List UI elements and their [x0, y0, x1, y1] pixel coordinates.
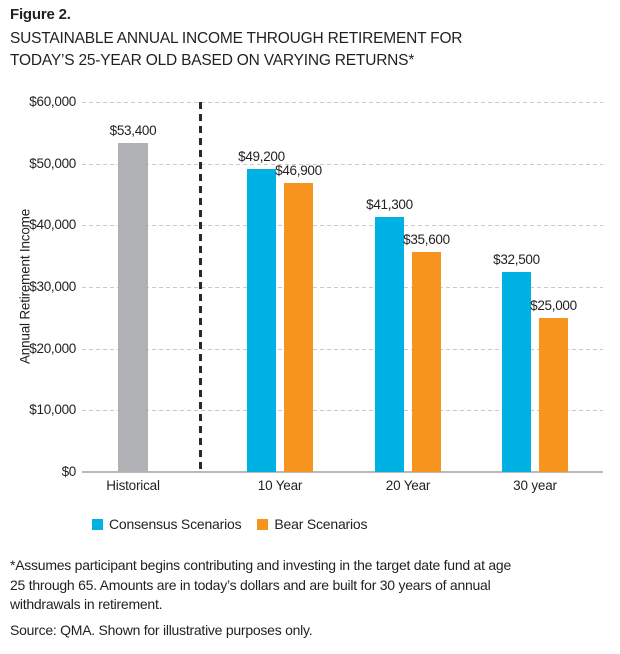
chart-title: SUSTAINABLE ANNUAL INCOME THROUGH RETIRE…	[10, 28, 463, 72]
y-tick-label-0: $0	[61, 464, 77, 479]
plot-area: $0 $10,000 $20,000 $30,000 $40,000 $50,000 $60…	[0, 94, 620, 515]
gridline-60000	[82, 102, 603, 103]
bar-bear-scenarios-30-year	[539, 317, 568, 472]
bar-value-label-bear-scenarios-20-year: $35,600	[403, 232, 450, 248]
x-category-label-30-year: 30 year	[513, 478, 557, 493]
legend-label-consensus-scenarios: Consensus Scenarios	[109, 516, 242, 532]
x-axis-line	[82, 471, 603, 473]
bar-consensus-scenarios-30-year	[502, 271, 531, 472]
bar-value-label-consensus-scenarios-10-year: $49,200	[238, 148, 285, 164]
bar-historical-historical	[118, 142, 148, 472]
gridline-40000	[82, 225, 603, 227]
gridline-20000	[82, 348, 603, 350]
gridline-30000	[82, 287, 603, 288]
bar-bear-scenarios-10-year	[284, 182, 313, 472]
footnote: *Assumes participant begins contributing…	[10, 556, 616, 615]
legend-item-bear-scenarios: Bear Scenarios	[257, 516, 368, 532]
y-tick-label-20000: $20,000	[29, 340, 76, 356]
bar-value-label-historical-historical: $53,400	[109, 122, 157, 138]
y-tick-label-60000: $60,000	[29, 94, 76, 109]
x-category-label-20-year: 20 Year	[385, 478, 431, 493]
historical-separator-line	[199, 102, 202, 472]
y-tick-label-50000: $50,000	[29, 155, 76, 171]
y-tick-label-30000: $30,000	[29, 279, 76, 294]
bar-chart: Annual Retirement Income $0 $10,000 $20,00…	[0, 94, 620, 515]
bar-consensus-scenarios-10-year	[247, 168, 276, 472]
x-category-label-10-year: 10 Year	[257, 478, 303, 493]
footnote-line-1: *Assumes participant begins contributing…	[10, 557, 511, 573]
bar-value-label-bear-scenarios-10-year: $46,900	[275, 162, 322, 178]
bar-value-label-consensus-scenarios-20-year: $41,300	[366, 197, 413, 213]
footnote-line-3: withdrawals in retirement.	[10, 596, 163, 612]
legend: Consensus Scenarios Bear Scenarios	[92, 516, 368, 532]
x-category-label-historical: Historical	[106, 478, 160, 493]
consensus-swatch-icon	[92, 518, 103, 530]
gridline-50000	[82, 163, 603, 165]
figure-label: Figure 2.	[10, 6, 71, 23]
bar-bear-scenarios-20-year	[412, 252, 441, 472]
source-line: Source: QMA. Shown for illustrative purp…	[10, 622, 313, 638]
bar-value-label-bear-scenarios-30-year: $25,000	[530, 297, 577, 313]
chart-title-line-2: TODAY’S 25-YEAR OLD BASED ON VARYING RET…	[10, 52, 415, 69]
legend-item-consensus-scenarios: Consensus Scenarios	[92, 516, 242, 532]
gridline-10000	[82, 410, 603, 412]
bar-value-label-consensus-scenarios-30-year: $32,500	[493, 251, 540, 267]
legend-label-bear-scenarios: Bear Scenarios	[274, 516, 368, 532]
bear-swatch-icon	[257, 518, 269, 530]
chart-title-line-1: SUSTAINABLE ANNUAL INCOME THROUGH RETIRE…	[10, 30, 463, 47]
y-tick-label-10000: $10,000	[29, 402, 76, 418]
footnote-line-2: 25 through 65. Amounts are in today’s do…	[10, 576, 491, 593]
bar-consensus-scenarios-20-year	[375, 217, 404, 472]
y-tick-label-40000: $40,000	[29, 217, 76, 233]
